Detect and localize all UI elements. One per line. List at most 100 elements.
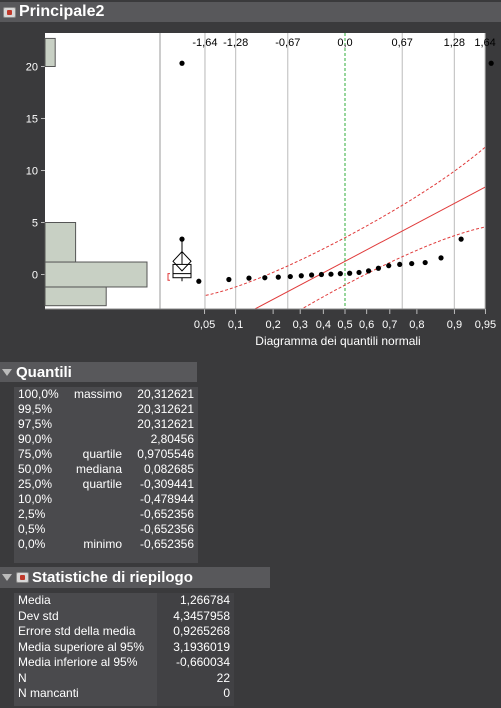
quantile-row: 0,0% minimo -0,652356: [14, 537, 198, 552]
page-title: Principale2: [19, 3, 105, 20]
qq-point: [422, 259, 428, 266]
summary-value: 22: [216, 670, 230, 685]
qq-xlabel: Diagramma dei quantili normali: [255, 334, 420, 348]
quantile-pct: 100,0%: [18, 387, 59, 401]
disclosure-triangle-icon[interactable]: [2, 368, 12, 376]
qq-bottom-tick-label: 0,6: [359, 319, 374, 331]
qq-point: [488, 60, 494, 66]
summary-label: Media inferiore al 95%: [18, 655, 138, 669]
summary-row: Media 1,266784: [14, 593, 234, 609]
qq-bottom-tick-label: 0,05: [194, 319, 215, 331]
qq-point: [246, 275, 252, 281]
qq-top-tick-label: 0,0: [337, 37, 352, 49]
quantile-pct: 50,0%: [18, 462, 53, 476]
qq-point: [386, 263, 392, 269]
qq-bottom-tick-label: 0,2: [265, 319, 280, 331]
summary-value: -0,660034: [175, 655, 230, 669]
summary-row: Errore std della media 0,9265268: [14, 624, 234, 640]
boxplot-outlier: [179, 60, 185, 66]
summary-label: N: [18, 670, 27, 685]
quantile-label: quartile: [82, 477, 122, 491]
y-tick-label: 20: [26, 62, 38, 74]
y-tick-label: 10: [26, 166, 38, 178]
quantile-value: -0,652356: [139, 507, 194, 521]
histogram-bar: [44, 37, 56, 67]
quantile-value: -0,309441: [139, 477, 194, 491]
qq-point: [365, 268, 372, 274]
summary-row: Media inferiore al 95% -0,660034: [14, 655, 234, 671]
quantile-label: mediana: [75, 462, 122, 476]
summary-value: 0: [223, 686, 230, 700]
quantile-value: -0,652356: [139, 537, 194, 551]
quantile-row: 0,5% -0,652356: [14, 522, 198, 537]
quantiles-header[interactable]: Quantili: [0, 362, 197, 382]
quantile-row: 99,5% 20,312621: [14, 402, 198, 417]
qq-point: [375, 265, 382, 271]
summary-table: Media 1,266784 Dev std 4,3457958 Errore std …: [14, 593, 234, 706]
qq-point: [308, 272, 315, 278]
quantile-pct: 0,5%: [18, 522, 46, 536]
boxplot-mean-diamond: [172, 250, 192, 272]
quantile-pct: 90,0%: [18, 432, 53, 446]
y-tick-label: 15: [26, 114, 38, 126]
summary-value: 0,9265268: [173, 624, 230, 638]
qq-top-tick-label: -1,28: [223, 37, 248, 49]
disclosure-triangle-icon[interactable]: [2, 574, 12, 581]
qq-bottom-tick-label: 0,1: [228, 319, 243, 331]
summary-row: Dev std 4,3457958: [14, 609, 234, 625]
qq-point: [397, 261, 403, 268]
histogram-bar: [44, 286, 107, 307]
qq-confidence-band-lower: [300, 226, 485, 309]
quantile-pct: 97,5%: [18, 417, 53, 431]
quantile-label: minimo: [83, 537, 122, 551]
qq-bottom-tick-label: 0,3: [293, 319, 308, 331]
qq-point: [298, 273, 304, 279]
quantile-value: 2,80456: [150, 432, 194, 446]
qq-point: [196, 278, 202, 284]
quantile-value: 20,312621: [137, 402, 194, 416]
summary-title: Statistiche di riepilogo: [32, 569, 193, 586]
histogram-bar: [44, 222, 77, 263]
title-bar: Principale2: [0, 2, 501, 22]
qq-point: [337, 271, 343, 277]
quantile-pct: 99,5%: [18, 402, 53, 416]
qq-point: [287, 273, 293, 280]
quantile-pct: 75,0%: [18, 447, 53, 461]
qq-top-tick-label: 0,67: [392, 37, 413, 49]
summary-label: Dev std: [18, 608, 59, 623]
disclosure-toggle-icon[interactable]: [3, 6, 16, 18]
qq-bottom-tick-label: 0,4: [316, 319, 331, 331]
qq-top-tick-label: -0,67: [275, 37, 300, 49]
qq-point: [356, 269, 362, 276]
y-tick-label: 0: [32, 270, 38, 282]
summary-value: 3,1936019: [173, 639, 230, 654]
qq-top-tick-label: 1,28: [444, 37, 465, 49]
summary-value: 4,3457958: [173, 608, 230, 623]
summary-header[interactable]: Statistiche di riepilogo: [0, 567, 270, 588]
quantile-value: -0,478944: [139, 492, 194, 506]
quantile-pct: 2,5%: [18, 507, 46, 521]
qq-point: [275, 274, 281, 280]
quantile-row: 2,5% -0,652356: [14, 507, 198, 522]
qq-point: [458, 236, 464, 242]
qq-bottom-tick-label: 0,5: [337, 319, 352, 331]
qq-point: [318, 271, 325, 278]
qq-point: [438, 255, 444, 261]
disclosure-toggle-icon[interactable]: [16, 572, 29, 583]
quantile-row: 97,5% 20,312621: [14, 417, 198, 432]
summary-row: N mancanti 0: [14, 686, 234, 702]
quantile-row: 10,0% -0,478944: [14, 492, 198, 507]
summary-label: Media superiore al 95%: [18, 639, 145, 654]
quantile-value: 0,9705546: [137, 447, 194, 461]
summary-label: Media: [18, 593, 51, 607]
summary-row: N 22: [14, 671, 234, 687]
qq-point: [226, 276, 232, 283]
quantiles-title: Quantili: [16, 363, 72, 381]
qq-point: [409, 260, 415, 267]
qq-top-tick-label: 1,64: [474, 37, 495, 49]
quantile-label: quartile: [82, 447, 122, 461]
qq-bottom-tick-label: 0,7: [382, 319, 397, 331]
quantile-label: massimo: [73, 387, 122, 401]
boxplot-outlier: [179, 236, 185, 242]
